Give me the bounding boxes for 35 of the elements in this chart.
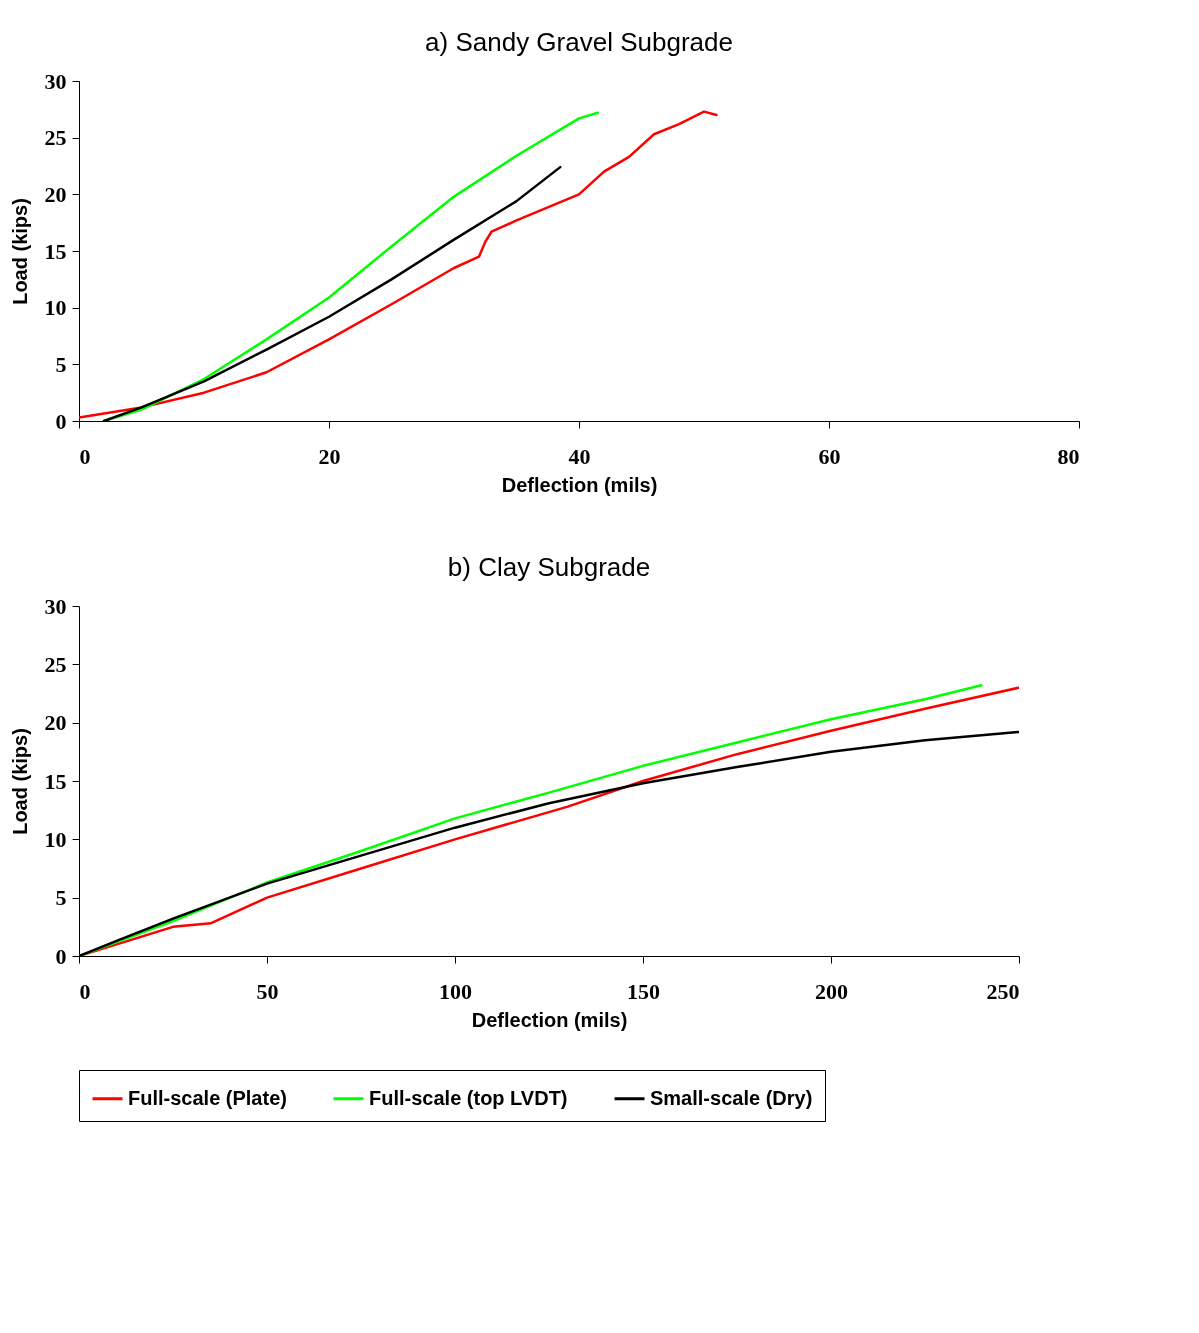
x-tick-label: 60 [818,443,841,469]
legend-label: Full-scale (top LVDT) [369,1086,568,1109]
legend-label: Full-scale (Plate) [128,1086,287,1109]
chart-title: a) Sandy Gravel Subgrade [425,27,733,57]
y-axis-title: Load (kips) [8,728,31,835]
x-tick-label: 0 [79,978,91,1004]
y-axis-title: Load (kips) [8,198,31,305]
y-tick-label: 20 [44,710,67,736]
x-tick-label: 20 [318,443,341,469]
line-series [79,110,718,419]
y-tick-label: 5 [55,351,67,377]
x-tick-label: 50 [256,978,279,1004]
y-tick-label: 0 [55,408,67,434]
legend-label: Small-scale (Dry) [650,1086,813,1109]
y-tick-label: 0 [55,943,67,969]
x-tick-label: 0 [79,443,91,469]
y-tick-label: 5 [55,885,67,911]
y-tick-label: 10 [44,826,67,852]
y-tick-label: 25 [44,651,67,677]
y-tick-label: 15 [44,238,67,264]
x-tick-label: 250 [986,978,1020,1004]
x-axis-title: Deflection (mils) [471,1008,628,1031]
x-tick-label: 200 [815,978,848,1004]
y-tick-label: 10 [44,295,67,321]
x-tick-label: 80 [1057,443,1080,469]
x-axis-title: Deflection (mils) [501,473,658,496]
y-tick-label: 15 [44,768,67,794]
x-tick-label: 100 [439,978,472,1004]
x-tick-label: 150 [627,978,660,1004]
y-tick-label: 20 [44,181,67,207]
x-tick-label: 40 [568,443,591,469]
chart-title: b) Clay Subgrade [447,552,651,582]
y-tick-label: 25 [44,125,67,151]
y-tick-label: 30 [44,593,67,619]
y-tick-label: 30 [44,68,67,94]
